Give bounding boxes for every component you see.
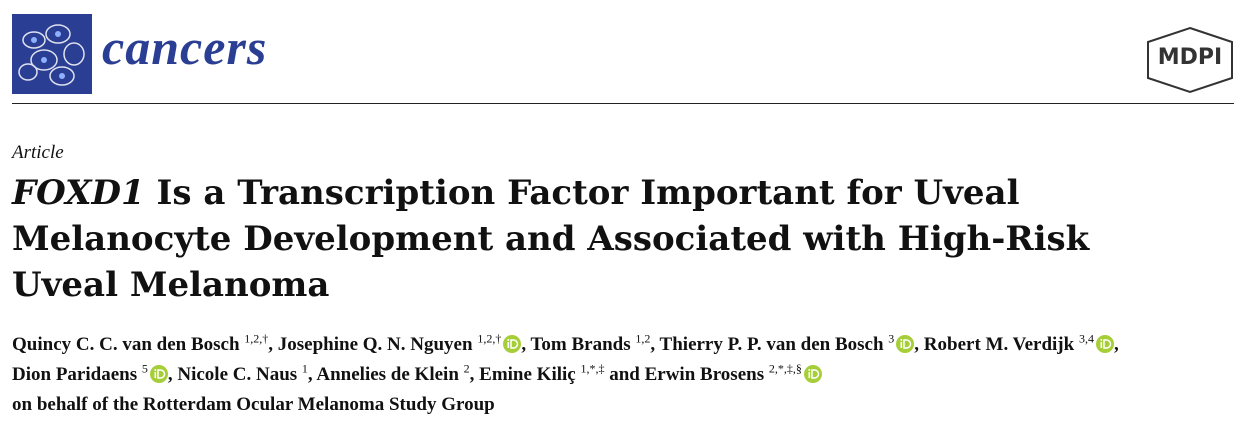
author-name: Tom Brands — [530, 334, 631, 355]
orcid-icon[interactable] — [503, 335, 522, 353]
orcid-icon[interactable] — [803, 365, 822, 383]
author: Erwin Brosens 2,*,‡,§ — [644, 361, 822, 385]
author-list: Quincy C. C. van den Bosch 1,2,†, Joseph… — [12, 330, 1242, 420]
article-type: Article — [12, 142, 64, 163]
author-affiliation: 1,2 — [635, 331, 651, 346]
title-text: Is a Transcription Factor Important for … — [12, 173, 1090, 305]
publisher-badge — [1147, 26, 1233, 94]
author-name: Erwin Brosens — [644, 364, 765, 385]
journal-name: cancers — [102, 19, 268, 75]
publisher-logo: MDPI — [1144, 26, 1236, 94]
author: Nicole C. Naus 1 — [177, 361, 308, 385]
separator: , — [521, 334, 527, 355]
author: Tom Brands 1,2 — [530, 331, 651, 355]
separator: , — [167, 364, 173, 385]
header-rule — [12, 103, 1234, 104]
author-name: Quincy C. C. van den Bosch — [12, 334, 240, 355]
separator: , — [268, 334, 274, 355]
orcid-icon[interactable] — [149, 365, 168, 383]
orcid-icon[interactable] — [1095, 335, 1114, 353]
author: Annelies de Klein 2 — [316, 361, 470, 385]
author-note: on behalf of the Rotterdam Ocular Melano… — [12, 394, 495, 415]
author-note: and — [609, 364, 640, 385]
author-name: Nicole C. Naus — [177, 364, 298, 385]
author: Quincy C. C. van den Bosch 1,2,† — [12, 331, 269, 355]
separator: , — [1113, 334, 1119, 355]
separator: , — [914, 334, 920, 355]
article-title: FOXD1 Is a Transcription Factor Importan… — [12, 170, 1132, 308]
author-affiliation: 1,*,‡ — [580, 361, 605, 376]
author: Thierry P. P. van den Bosch 3 — [659, 331, 915, 355]
author-name: Dion Paridaens — [12, 364, 138, 385]
author-name: Emine Kiliç — [479, 364, 576, 385]
author-affiliation: 5 — [141, 361, 148, 376]
journal-logo — [12, 14, 92, 94]
author: Robert M. Verdijk 3,4 — [923, 331, 1114, 355]
author-name: Josephine Q. N. Nguyen — [277, 334, 473, 355]
author-name: Robert M. Verdijk — [923, 334, 1075, 355]
author-name: Thierry P. P. van den Bosch — [659, 334, 884, 355]
author-affiliation: 1 — [301, 361, 308, 376]
author-affiliation: 1,2,† — [244, 331, 269, 346]
author-affiliation: 3 — [888, 331, 895, 346]
author: Emine Kiliç 1,*,‡ — [479, 361, 605, 385]
orcid-icon[interactable] — [896, 335, 915, 353]
author-name: Annelies de Klein — [316, 364, 459, 385]
author-affiliation: 1,2,† — [477, 331, 502, 346]
separator: , — [650, 334, 656, 355]
author-affiliation: 2,*,‡,§ — [768, 361, 802, 376]
separator: , — [307, 364, 313, 385]
author: Josephine Q. N. Nguyen 1,2,† — [277, 331, 522, 355]
publisher-name: MDPI — [1157, 45, 1223, 70]
author-affiliation: 3,4 — [1078, 331, 1094, 346]
author-affiliation: 2 — [463, 361, 470, 376]
author: Dion Paridaens 5 — [12, 361, 168, 385]
separator: , — [469, 364, 475, 385]
title-gene: FOXD1 — [12, 173, 145, 213]
